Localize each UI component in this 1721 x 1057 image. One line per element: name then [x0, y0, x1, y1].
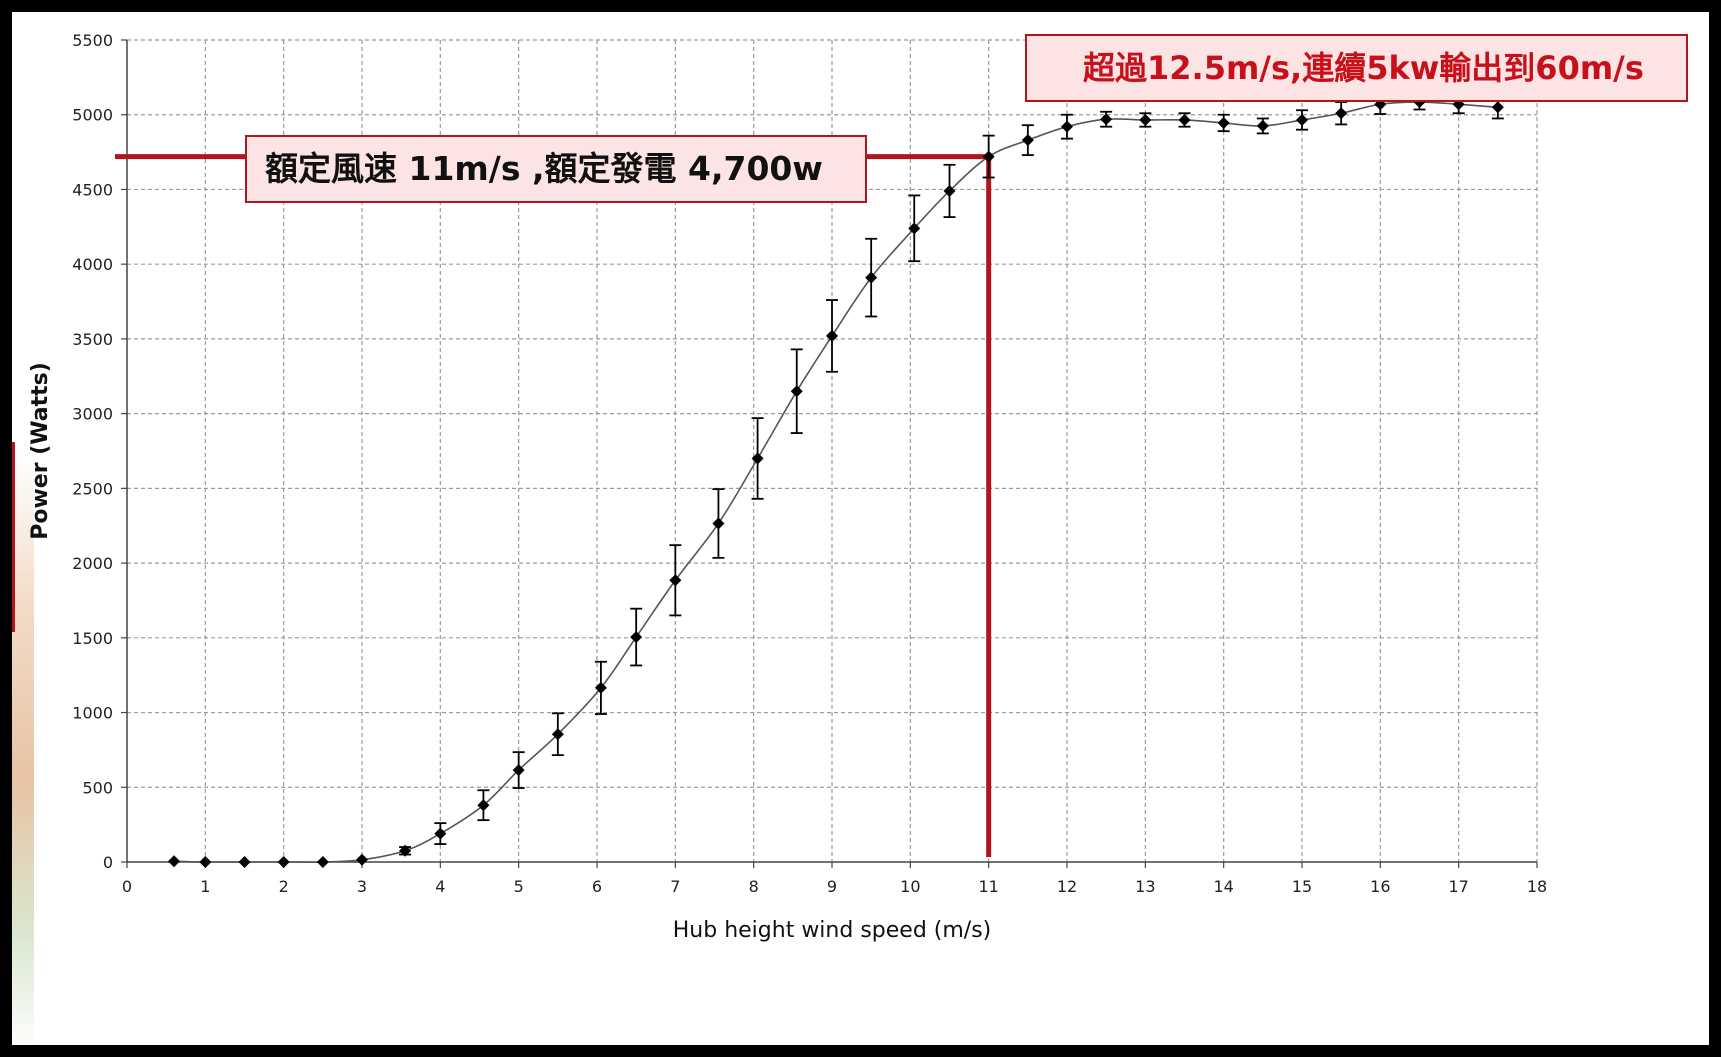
data-point: [790, 385, 803, 398]
data-point: [1139, 113, 1152, 126]
data-point: [1256, 119, 1269, 132]
data-point: [1217, 116, 1230, 129]
data-point: [356, 853, 368, 866]
y-tick-label: 1000: [72, 704, 113, 723]
data-point: [551, 728, 564, 741]
data-point: [512, 764, 525, 777]
slide-decoration: [12, 452, 34, 1045]
y-tick-label: 2000: [72, 554, 113, 573]
y-axis-label: Power (Watts): [28, 362, 53, 540]
data-point: [477, 799, 490, 812]
x-tick-label: 2: [279, 877, 289, 896]
data-point: [1021, 134, 1034, 147]
x-tick-label: 9: [827, 877, 837, 896]
data-point: [1335, 107, 1348, 120]
data-point: [1100, 113, 1113, 126]
chart-frame: 0 1 2 3 4 5 6 7 8 9 10 11 12 13 14 15 16 17 18 0 500 1000 150…: [12, 12, 1709, 1045]
rated-annotation: 額定風速 11m/s ,額定發電 4,700w: [245, 135, 867, 203]
x-tick-labels: 0 1 2 3 4 5 6 7 8 9 10 11 12 13 14 15 16 17 18: [122, 877, 1547, 896]
data-point: [1296, 113, 1308, 126]
y-tick-label: 500: [82, 778, 113, 797]
x-tick-label: 6: [592, 877, 602, 896]
power-curve: [173, 101, 1498, 863]
x-tick-label: 5: [514, 877, 524, 896]
data-point: [399, 844, 412, 857]
power-curve-line: [173, 101, 1498, 863]
data-point: [238, 856, 251, 868]
data-point: [594, 681, 607, 694]
x-tick-label: 0: [122, 877, 132, 896]
x-tick-label: 4: [435, 877, 445, 896]
data-point: [826, 329, 838, 342]
y-tick-label: 3000: [72, 405, 113, 424]
data-point: [168, 855, 180, 868]
x-tick-label: 16: [1370, 877, 1390, 896]
y-tick-label: 3500: [72, 330, 113, 349]
data-point: [908, 222, 921, 235]
y-tick-label: 0: [103, 853, 113, 872]
x-tick-label: 13: [1135, 877, 1155, 896]
x-tick-label: 1: [200, 877, 210, 896]
data-point: [982, 150, 995, 163]
data-points: [168, 96, 1504, 868]
x-tick-label: 17: [1448, 877, 1468, 896]
data-point: [1491, 101, 1504, 114]
y-tick-labels: 0 500 1000 1500 2000 2500 3000 3500 4000 4500 5000…: [72, 31, 113, 872]
x-axis-label: Hub height wind speed (m/s): [673, 918, 992, 943]
data-point: [943, 184, 956, 197]
data-point: [630, 631, 643, 644]
y-tick-label: 4000: [72, 255, 113, 274]
data-point: [712, 517, 725, 530]
data-point: [751, 452, 764, 465]
slide-accent-bar: [12, 442, 15, 632]
data-point: [1178, 113, 1191, 126]
data-point: [865, 271, 878, 284]
data-point: [1061, 120, 1073, 133]
y-tick-label: 5500: [72, 31, 113, 50]
over-speed-annotation: 超過12.5m/s,連續5kw輸出到60m/s: [1025, 34, 1688, 102]
x-tick-label: 10: [900, 877, 920, 896]
x-tick-label: 14: [1213, 877, 1233, 896]
x-tick-label: 7: [670, 877, 680, 896]
error-bars: [399, 93, 1504, 856]
data-point: [199, 856, 212, 868]
data-point: [277, 856, 290, 868]
y-tick-label: 5000: [72, 106, 113, 125]
x-tick-label: 3: [357, 877, 367, 896]
power-curve-chart: 0 1 2 3 4 5 6 7 8 9 10 11 12 13 14 15 16 17 18 05001000150…: [28, 31, 1547, 943]
x-tick-label: 18: [1527, 877, 1547, 896]
y-tick-label: 4500: [72, 180, 113, 199]
y-tick-label: 1500: [72, 629, 113, 648]
rated-reference-lines: [115, 154, 992, 857]
data-point: [434, 827, 447, 840]
y-tick-label: 2500: [72, 479, 113, 498]
data-point: [669, 574, 682, 587]
x-tick-label: 15: [1292, 877, 1312, 896]
x-tick-label: 12: [1057, 877, 1077, 896]
x-tick-label: 11: [978, 877, 998, 896]
data-point: [316, 856, 329, 868]
x-tick-label: 8: [749, 877, 759, 896]
